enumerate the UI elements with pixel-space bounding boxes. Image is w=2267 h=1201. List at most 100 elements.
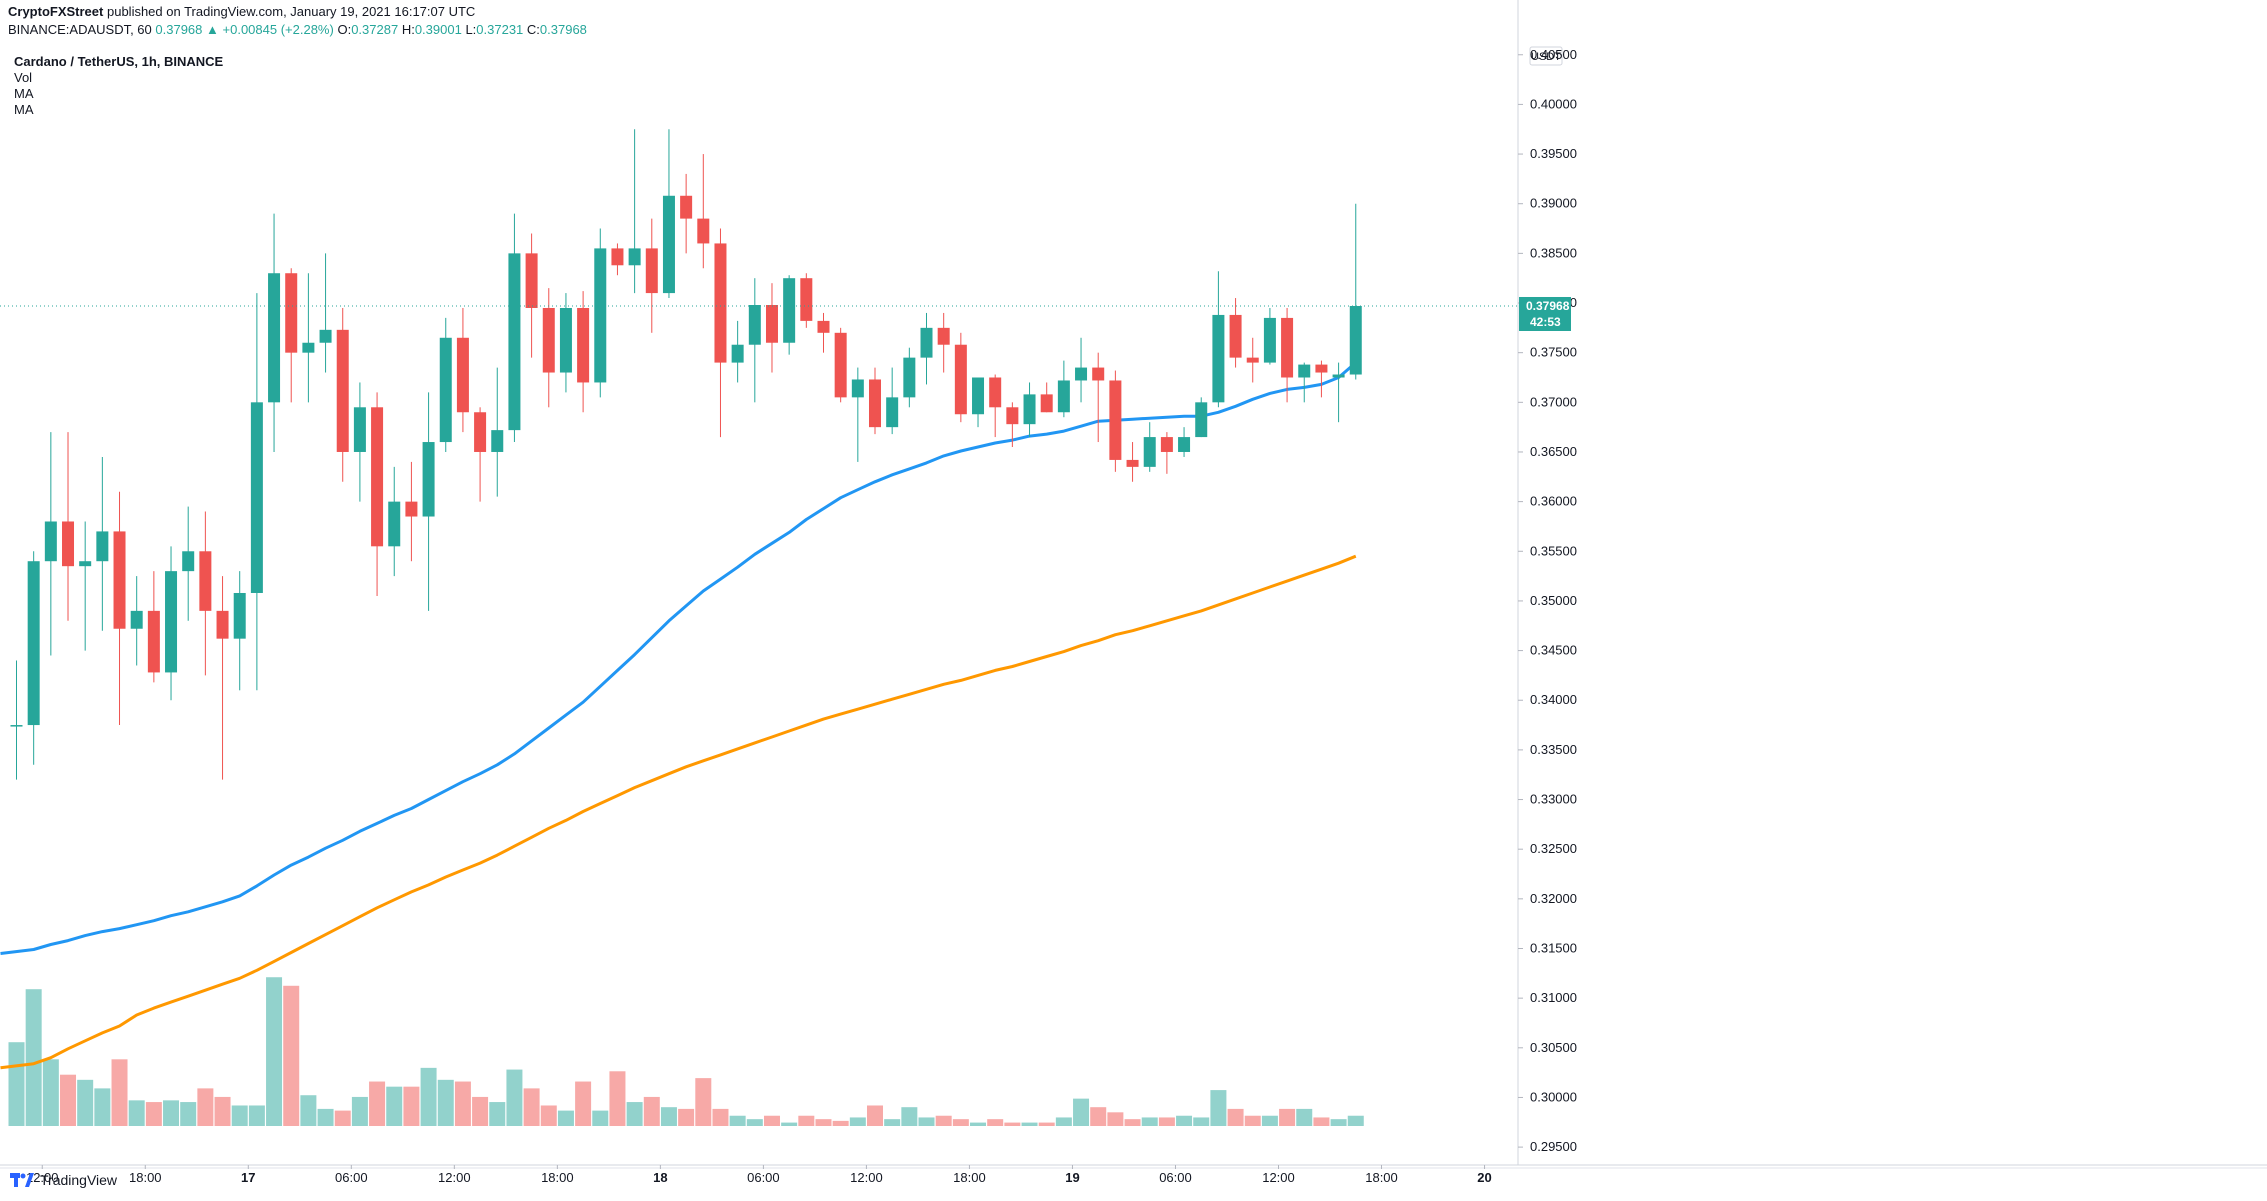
candle-body[interactable] — [594, 248, 607, 383]
candle-body[interactable] — [1229, 314, 1242, 358]
candle-body[interactable] — [972, 377, 985, 415]
candle-body[interactable] — [113, 531, 126, 629]
candle-body[interactable] — [371, 407, 384, 547]
candle-body[interactable] — [302, 342, 315, 353]
candle-body[interactable] — [353, 407, 366, 452]
legend-item-vol[interactable]: Vol — [14, 70, 33, 85]
ma-slow-line[interactable] — [0, 554, 1357, 1070]
candle-body[interactable] — [817, 320, 830, 333]
candle-body[interactable] — [216, 610, 229, 639]
candle-body[interactable] — [869, 379, 881, 428]
candle-body[interactable] — [1178, 437, 1191, 452]
candle-body[interactable] — [954, 344, 967, 415]
time-tick-label: 06:00 — [1159, 1170, 1192, 1185]
candle-body[interactable] — [1092, 367, 1105, 381]
candle-body[interactable] — [783, 278, 796, 343]
candle-body[interactable] — [920, 327, 933, 358]
volume-bar — [454, 1081, 471, 1126]
candle-body[interactable] — [456, 337, 469, 413]
tradingview-logo-icon[interactable] — [10, 1173, 34, 1187]
candle-body[interactable] — [319, 329, 332, 343]
candle-body[interactable] — [1195, 402, 1208, 438]
currency-label[interactable]: USDT — [1531, 51, 1561, 63]
candle-body[interactable] — [44, 521, 57, 562]
candle-body[interactable] — [680, 195, 693, 219]
current-price-tag[interactable] — [1519, 296, 1571, 331]
candle-body[interactable] — [1349, 305, 1362, 375]
candle-body[interactable] — [559, 307, 572, 373]
candle-body[interactable] — [1040, 394, 1053, 413]
volume-bar — [746, 1119, 763, 1126]
footer-brand[interactable]: TradingView — [40, 1172, 118, 1188]
candle-body[interactable] — [628, 248, 641, 266]
candle-body[interactable] — [1057, 380, 1070, 413]
candle-body[interactable] — [62, 521, 75, 567]
volume-bar — [386, 1086, 403, 1126]
candle-body[interactable] — [645, 248, 658, 294]
candle-body[interactable] — [147, 610, 160, 673]
candle-body[interactable] — [937, 327, 950, 345]
candle-body[interactable] — [1332, 374, 1345, 378]
volume-bar — [1158, 1117, 1175, 1126]
candle-body[interactable] — [130, 610, 143, 629]
candle-body[interactable] — [422, 442, 435, 517]
candle-body[interactable] — [439, 337, 452, 443]
candle-body[interactable] — [10, 725, 23, 727]
candle-body[interactable] — [199, 551, 212, 611]
candle-body[interactable] — [1281, 317, 1294, 378]
candle-body[interactable] — [1160, 437, 1173, 452]
candle-body[interactable] — [388, 501, 401, 547]
candle-body[interactable] — [577, 307, 590, 383]
candle-body[interactable] — [268, 273, 281, 403]
candle-body[interactable] — [1263, 317, 1276, 363]
candle-body[interactable] — [662, 195, 675, 294]
candle-body[interactable] — [165, 571, 178, 673]
ma-fast-line[interactable] — [0, 361, 1357, 955]
price-axis-panel[interactable] — [1518, 0, 2267, 1201]
candle-body[interactable] — [1315, 364, 1328, 373]
legend-item-ma-slow[interactable]: MA — [14, 102, 34, 117]
candle-body[interactable] — [542, 307, 555, 373]
candle-body[interactable] — [79, 561, 92, 567]
candle-body[interactable] — [697, 218, 710, 244]
publisher-name[interactable]: CryptoFXStreet — [8, 4, 104, 19]
candle-body[interactable] — [1246, 357, 1259, 363]
candle-body[interactable] — [285, 273, 298, 353]
candle-body[interactable] — [474, 412, 487, 452]
candle-body[interactable] — [748, 305, 761, 345]
candle-body[interactable] — [886, 397, 899, 428]
candle-body[interactable] — [1212, 314, 1225, 403]
candle-body[interactable] — [1023, 394, 1036, 425]
candle-body[interactable] — [1109, 380, 1122, 460]
candle-body[interactable] — [714, 243, 727, 363]
candle-body[interactable] — [611, 248, 624, 266]
candle-body[interactable] — [1006, 407, 1019, 425]
currency-label-box[interactable] — [1529, 46, 1563, 66]
candle-body[interactable] — [765, 305, 778, 343]
candle-body[interactable] — [1143, 437, 1156, 467]
candle-body[interactable] — [525, 253, 538, 308]
candle-body[interactable] — [27, 561, 40, 726]
candle-body[interactable] — [989, 377, 1002, 408]
candle-body[interactable] — [508, 253, 521, 431]
candle-body[interactable] — [834, 332, 847, 398]
candle-body[interactable] — [491, 430, 504, 452]
candle-body[interactable] — [1126, 459, 1139, 467]
legend-item-ma-fast[interactable]: MA — [14, 86, 34, 101]
candle-body[interactable] — [96, 531, 109, 562]
candle-body[interactable] — [336, 329, 349, 452]
candle-body[interactable] — [405, 501, 418, 517]
candle-body[interactable] — [800, 278, 813, 321]
candle-body[interactable] — [233, 592, 246, 639]
close-value: 0.37968 — [539, 22, 587, 37]
price-tick-label: 0.37000 — [1530, 394, 1577, 409]
candle-body[interactable] — [1075, 367, 1088, 381]
candle-body[interactable] — [1298, 364, 1311, 378]
candle-body[interactable] — [851, 379, 864, 398]
legend-title[interactable]: Cardano / TetherUS, 1h, BINANCE — [14, 54, 224, 69]
candle-body[interactable] — [182, 551, 195, 572]
candle-body[interactable] — [250, 402, 263, 593]
candle-body[interactable] — [903, 357, 916, 398]
candle-body[interactable] — [731, 344, 744, 363]
